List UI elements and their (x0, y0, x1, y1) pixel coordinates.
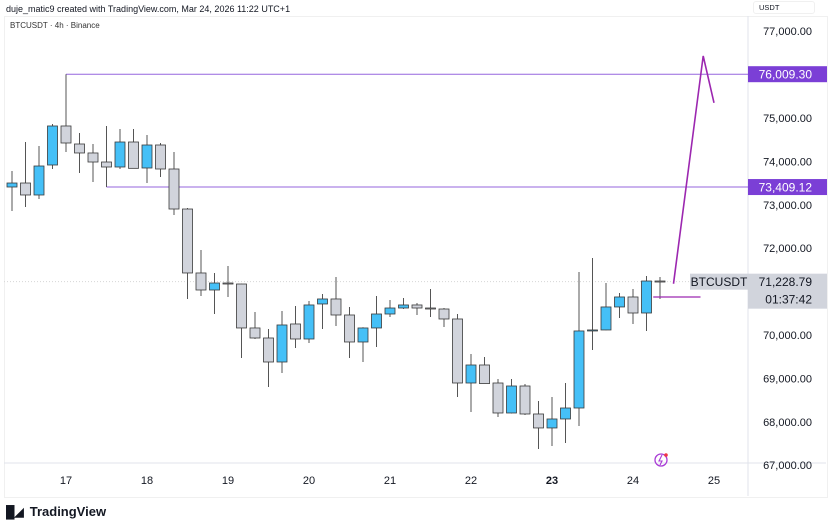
candle-down (20, 182, 31, 196)
candle-up (357, 327, 369, 343)
candle-down (168, 168, 180, 210)
candle-down (627, 296, 639, 314)
x-tick-label: 22 (465, 475, 477, 487)
candle-down (249, 327, 261, 339)
y-tick-label: 69,000.00 (763, 373, 812, 385)
candle-down (182, 208, 193, 274)
projection-path (672, 55, 715, 284)
candle-down (438, 308, 450, 320)
candle-down (87, 152, 99, 163)
symbol-badge-label: BTCUSDT (691, 275, 748, 289)
candle-down (654, 280, 666, 283)
candle-down (155, 144, 166, 170)
candle-up (641, 280, 652, 314)
x-tick-label: 24 (627, 475, 639, 487)
candle-up (47, 125, 58, 166)
candle-down (411, 304, 423, 309)
brand-name: TradingView (29, 504, 107, 519)
level-price-label: 73,409.12 (759, 181, 813, 195)
level-price-badge (748, 66, 827, 83)
candle-down (290, 323, 301, 340)
candle-down (519, 385, 531, 415)
tradingview-logo-icon: █◢ (6, 504, 24, 519)
notification-dot (664, 453, 668, 457)
chart-frame (4, 16, 828, 498)
candle-up (398, 304, 409, 309)
candle-up (560, 407, 571, 420)
candle-up (614, 296, 625, 308)
lightning-icon-bolt (658, 454, 663, 466)
attribution: duje_matic9 created with TradingView.com… (6, 4, 291, 14)
level-price-badge (748, 179, 827, 196)
candle-down (222, 282, 234, 285)
y-tick-label: 70,000.00 (763, 330, 812, 342)
candle-up (600, 306, 612, 331)
candle-up (573, 330, 585, 409)
y-tick-label: 67,000.00 (763, 460, 812, 472)
x-tick-label: 21 (384, 475, 396, 487)
candle-down (330, 298, 342, 316)
y-tick-label: 72,000.00 (763, 243, 812, 255)
lightning-icon (654, 453, 668, 467)
candle-up (33, 165, 45, 196)
candle-down (74, 143, 85, 154)
last-price-label: 71,228.79 (759, 275, 813, 289)
x-tick-label: 19 (222, 475, 234, 487)
candle-up (317, 298, 328, 305)
x-tick-label: 20 (303, 475, 315, 487)
candle-down (128, 141, 139, 169)
candle-up (276, 324, 288, 363)
candle-down (263, 337, 274, 363)
symbol-info: BTCUSDT · 4h · Binance (10, 21, 100, 30)
candle-up (506, 385, 517, 414)
level-price-label: 76,009.30 (759, 68, 813, 82)
candle-down (344, 314, 355, 343)
candle-down (533, 413, 544, 429)
candle-down (492, 382, 504, 414)
candle-down (236, 283, 247, 329)
candle-up (465, 364, 477, 384)
candle-up (6, 182, 18, 188)
symbol-badge (690, 273, 748, 290)
candle-up (114, 141, 126, 168)
tradingview-logo[interactable]: █◢ TradingView (6, 504, 106, 519)
candle-up (303, 304, 315, 340)
candle-up (141, 144, 153, 169)
candle-up (546, 418, 558, 429)
candle-up (587, 329, 598, 332)
bar-countdown: 01:37:42 (765, 293, 812, 307)
x-tick-label: 18 (141, 475, 153, 487)
candle-up (384, 307, 396, 315)
candle-down (60, 125, 72, 144)
candle-down (101, 161, 112, 168)
candle-up (371, 313, 382, 329)
last-price-badge (748, 273, 827, 309)
x-tick-label: 25 (708, 475, 720, 487)
y-tick-label: 75,000.00 (763, 113, 812, 125)
x-tick-label: 17 (60, 475, 72, 487)
candle-down (195, 272, 207, 291)
y-tick-label: 68,000.00 (763, 417, 812, 429)
candle-down (452, 318, 463, 384)
y-tick-label: 74,000.00 (763, 156, 812, 168)
y-tick-label: 77,000.00 (763, 26, 812, 38)
candle-up (209, 282, 220, 291)
candle-down (425, 307, 436, 310)
currency-label[interactable]: USDT (753, 1, 815, 14)
candle-down (479, 364, 490, 385)
y-tick-label: 73,000.00 (763, 200, 812, 212)
x-tick-label: 23 (546, 475, 558, 487)
